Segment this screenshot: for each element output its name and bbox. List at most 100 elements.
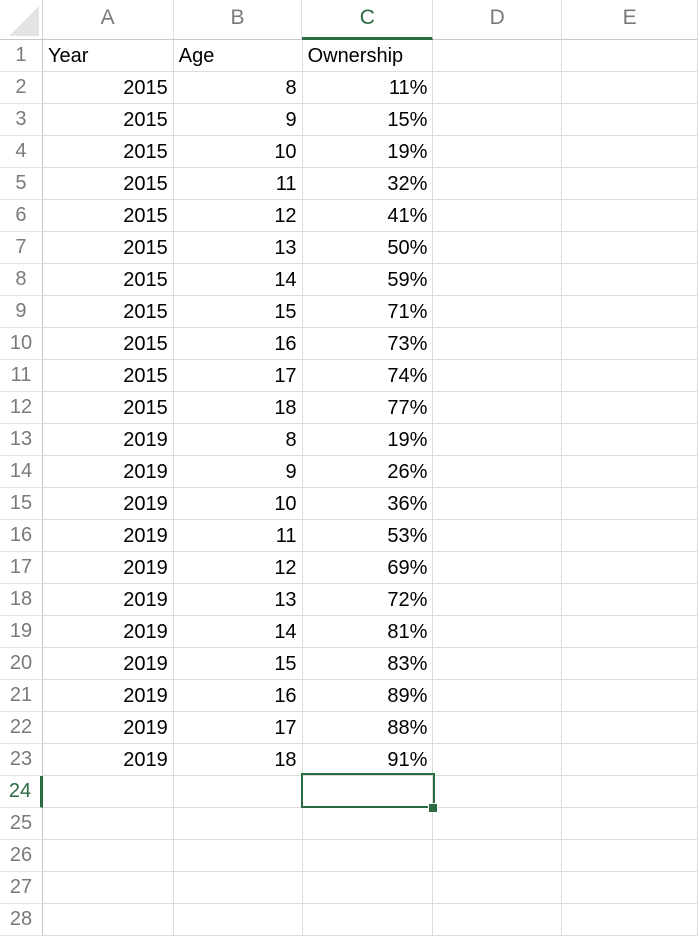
cell-d[interactable] [433, 840, 563, 872]
cell-a[interactable]: 2015 [42, 264, 174, 296]
cell-a[interactable]: 2015 [42, 168, 174, 200]
cell-b[interactable]: 13 [173, 584, 303, 616]
cell-b[interactable]: 18 [173, 744, 303, 776]
cell-a[interactable]: 2015 [42, 296, 174, 328]
cell-d[interactable] [433, 776, 563, 808]
row-header[interactable]: 7 [0, 232, 43, 264]
cell-a[interactable] [42, 904, 174, 936]
cell-c[interactable]: 36% [302, 488, 434, 520]
cell-c[interactable]: 59% [302, 264, 434, 296]
row-header[interactable]: 8 [0, 264, 43, 296]
row-header[interactable]: 11 [0, 360, 43, 392]
row-header[interactable]: 24 [0, 776, 43, 808]
cell-c[interactable] [302, 904, 434, 936]
cell-d[interactable] [433, 392, 563, 424]
cell-e[interactable] [562, 360, 698, 392]
cell-b[interactable]: 12 [173, 552, 303, 584]
cell-e[interactable] [562, 904, 698, 936]
cell-a[interactable]: Year [42, 40, 174, 72]
cell-a[interactable]: 2019 [42, 712, 174, 744]
column-header-d[interactable]: D [433, 0, 563, 40]
row-header[interactable]: 16 [0, 520, 43, 552]
cell-d[interactable] [433, 168, 563, 200]
cell-e[interactable] [562, 808, 698, 840]
cell-d[interactable] [433, 200, 563, 232]
row-header[interactable]: 23 [0, 744, 43, 776]
cell-c[interactable] [302, 808, 434, 840]
cell-e[interactable] [562, 136, 698, 168]
cell-e[interactable] [562, 552, 698, 584]
cell-d[interactable] [433, 296, 563, 328]
cell-c[interactable]: 71% [302, 296, 434, 328]
cell-b[interactable]: 9 [173, 456, 303, 488]
cell-b[interactable]: 8 [173, 424, 303, 456]
cell-a[interactable]: 2015 [42, 104, 174, 136]
cell-b[interactable]: 17 [173, 360, 303, 392]
cell-a[interactable]: 2019 [42, 488, 174, 520]
cell-d[interactable] [433, 872, 563, 904]
cell-e[interactable] [562, 104, 698, 136]
cell-c[interactable]: 32% [302, 168, 434, 200]
cell-e[interactable] [562, 296, 698, 328]
cell-c[interactable]: 19% [302, 424, 434, 456]
cell-a[interactable]: 2019 [42, 648, 174, 680]
cell-b[interactable]: 12 [173, 200, 303, 232]
cell-c[interactable]: 26% [302, 456, 434, 488]
cell-e[interactable] [562, 168, 698, 200]
cell-b[interactable] [173, 808, 303, 840]
row-header[interactable]: 6 [0, 200, 43, 232]
cell-c[interactable]: 74% [302, 360, 434, 392]
row-header[interactable]: 1 [0, 40, 43, 72]
cell-d[interactable] [433, 520, 563, 552]
cell-b[interactable]: 17 [173, 712, 303, 744]
cell-c[interactable]: 77% [302, 392, 434, 424]
cell-e[interactable] [562, 200, 698, 232]
fill-handle[interactable] [428, 803, 438, 813]
cell-d[interactable] [433, 648, 563, 680]
cell-b[interactable] [173, 904, 303, 936]
selected-cell-outline[interactable] [301, 773, 435, 808]
cell-e[interactable] [562, 520, 698, 552]
row-header[interactable]: 10 [0, 328, 43, 360]
cell-e[interactable] [562, 488, 698, 520]
row-header[interactable]: 26 [0, 840, 43, 872]
cell-b[interactable]: 9 [173, 104, 303, 136]
row-header[interactable]: 27 [0, 872, 43, 904]
cell-e[interactable] [562, 424, 698, 456]
cell-a[interactable]: 2019 [42, 744, 174, 776]
row-header[interactable]: 21 [0, 680, 43, 712]
cell-e[interactable] [562, 680, 698, 712]
row-header[interactable]: 4 [0, 136, 43, 168]
cell-d[interactable] [433, 712, 563, 744]
cell-a[interactable] [42, 840, 174, 872]
cell-b[interactable]: 11 [173, 520, 303, 552]
cell-e[interactable] [562, 584, 698, 616]
cell-a[interactable]: 2019 [42, 552, 174, 584]
cell-c[interactable]: 19% [302, 136, 434, 168]
cell-e[interactable] [562, 872, 698, 904]
cell-e[interactable] [562, 72, 698, 104]
cell-b[interactable]: 11 [173, 168, 303, 200]
cell-d[interactable] [433, 232, 563, 264]
cell-c[interactable]: 89% [302, 680, 434, 712]
cell-e[interactable] [562, 616, 698, 648]
cell-e[interactable] [562, 328, 698, 360]
row-header[interactable]: 25 [0, 808, 43, 840]
cell-c[interactable]: 11% [302, 72, 434, 104]
row-header[interactable]: 12 [0, 392, 43, 424]
cell-e[interactable] [562, 840, 698, 872]
cell-a[interactable]: 2015 [42, 328, 174, 360]
cell-c[interactable]: 15% [302, 104, 434, 136]
cell-c[interactable]: 88% [302, 712, 434, 744]
cell-d[interactable] [433, 360, 563, 392]
cell-a[interactable]: 2019 [42, 584, 174, 616]
cell-a[interactable]: 2015 [42, 136, 174, 168]
cell-d[interactable] [433, 72, 563, 104]
cell-b[interactable]: 8 [173, 72, 303, 104]
cell-a[interactable]: 2019 [42, 456, 174, 488]
cell-d[interactable] [433, 136, 563, 168]
cell-c[interactable]: 81% [302, 616, 434, 648]
row-header[interactable]: 3 [0, 104, 43, 136]
cell-c[interactable]: 72% [302, 584, 434, 616]
